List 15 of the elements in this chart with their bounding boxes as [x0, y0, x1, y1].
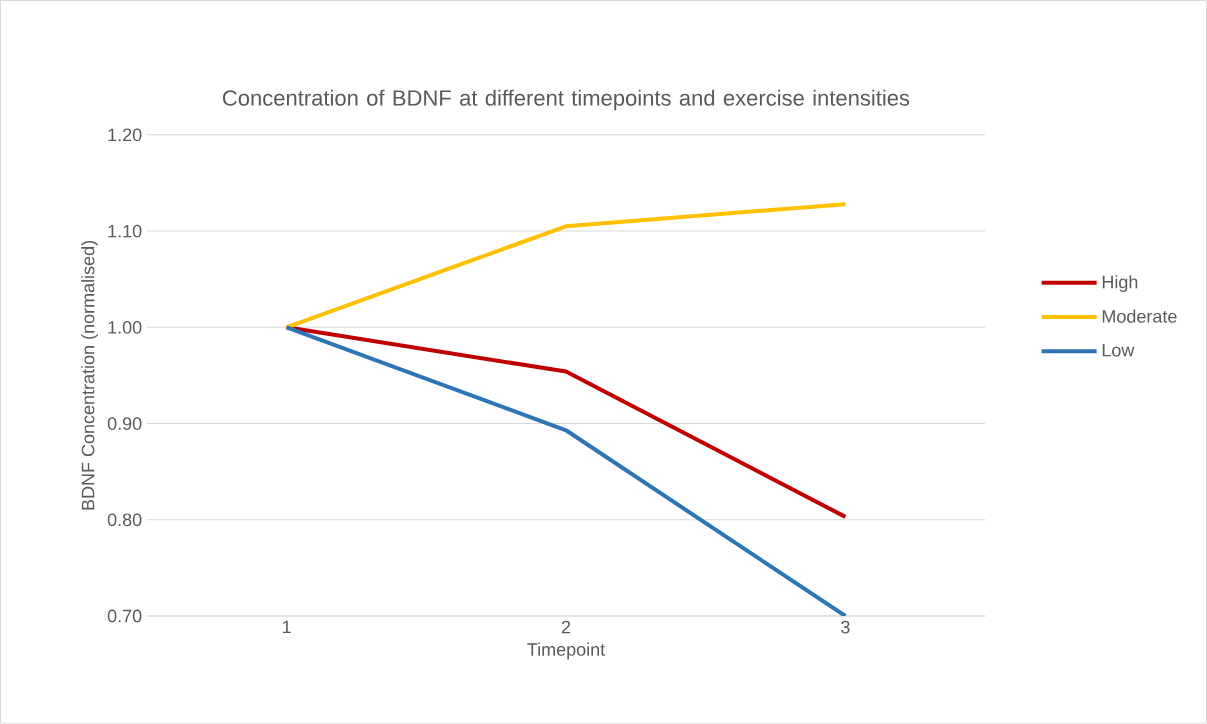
y-axis-title: BDNF Concentration (normalised) [81, 241, 98, 510]
y-tick-label: 1.10 [108, 224, 142, 238]
x-axis-title: Timepoint [527, 642, 606, 660]
x-tick-label: 2 [561, 620, 571, 634]
x-tick-label: 1 [282, 620, 291, 634]
legend-label: Moderate [1102, 309, 1177, 323]
y-tick-label: 1.00 [108, 321, 142, 334]
y-tick-label: 0.80 [107, 513, 142, 527]
y-tick-label: 1.20 [108, 128, 142, 142]
y-tick-label: 0.70 [107, 609, 142, 623]
x-tick-label: 3 [841, 620, 850, 634]
legend-label: Low [1102, 344, 1135, 357]
legend-label: High [1102, 275, 1138, 293]
y-tick-label: 0.90 [107, 417, 142, 430]
chart-title: Concentration of BDNF at different timepoints and exercise intensities [222, 89, 910, 111]
